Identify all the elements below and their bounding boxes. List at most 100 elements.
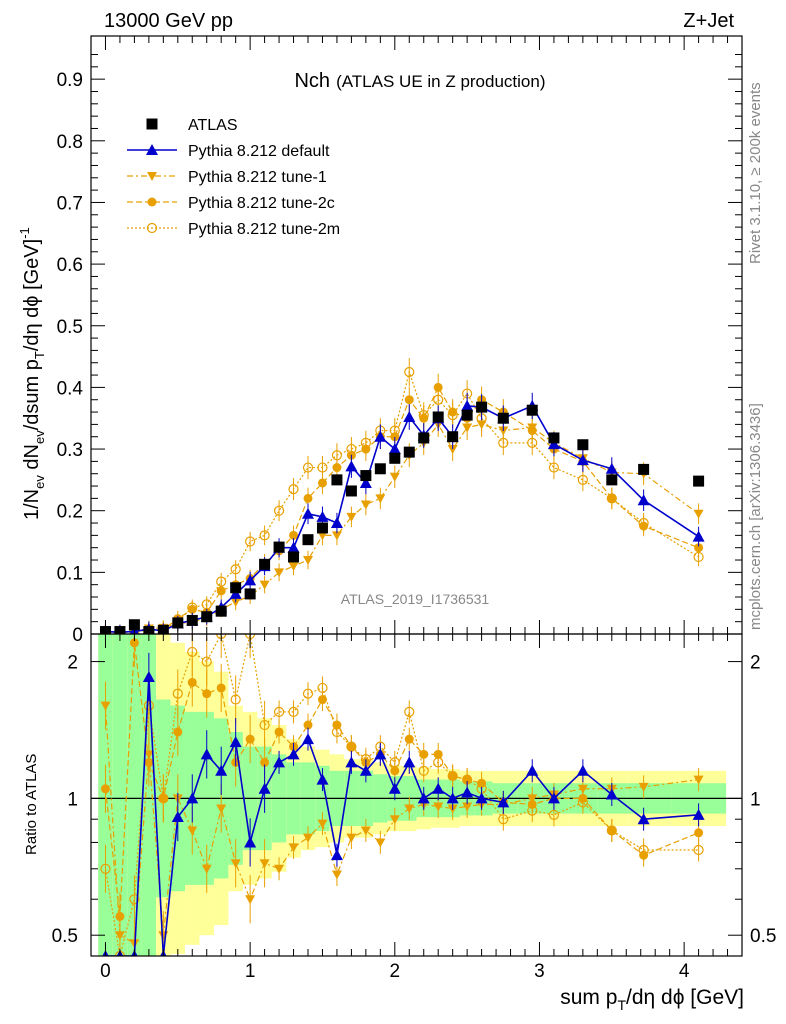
legend-marker-tune2c [147, 197, 157, 207]
ratio-point-tune2c [216, 683, 226, 693]
main-point-data [302, 534, 314, 546]
main-y-tick-label: 0.6 [57, 255, 83, 276]
ratio-point-tune1 [143, 750, 154, 760]
main-point-data [259, 558, 271, 570]
main-point-tune1 [317, 531, 328, 541]
main-y-axis-label: 1/Nev dNev/dsum pT/dη dϕ [GeV]-1 [17, 227, 47, 520]
main-point-data [447, 431, 459, 443]
main-point-tune1 [476, 420, 487, 430]
main-point-data [606, 474, 618, 486]
main-point-data [526, 404, 538, 416]
ratio-point-tune2m [187, 646, 198, 658]
main-point-data [288, 551, 300, 563]
ratio-point-tune2c [245, 734, 255, 744]
axes: 0 1 2 3 4 0 0.1 0.2 0.3 0.4 0.5 0.6 0.7 0.8 0.9 0.5 0.5 1… [52, 35, 776, 982]
ratio-point-tune2c [639, 850, 649, 860]
ratio-point-tune2c [173, 727, 183, 737]
ratio-point-tune1 [274, 864, 285, 874]
ratio-point-tune1 [259, 859, 270, 869]
main-point-default [359, 476, 372, 488]
ratio-point-tune1 [577, 784, 588, 794]
main-point-data [693, 475, 705, 487]
ratio-point-tune1 [114, 931, 125, 941]
ratio-point-default [526, 764, 539, 776]
main-y-tick-label: 0 [72, 625, 83, 646]
ratio-band-inner [141, 634, 157, 956]
ratio-point-tune2c [202, 689, 212, 699]
ratio-point-default [417, 792, 430, 804]
ratio-point-tune2c [260, 757, 270, 767]
ratio-point-tune2c [419, 749, 429, 759]
legend-marker-data [146, 118, 158, 130]
ratio-point-default [273, 756, 286, 768]
ratio-point-tune1 [303, 833, 313, 843]
ratio-point-default [547, 792, 560, 804]
ratio-point-default [171, 811, 184, 823]
main-y-tick-label: 0.5 [57, 317, 83, 338]
ratio-point-tune2m [172, 688, 183, 699]
ratio-line-default [105, 676, 699, 956]
main-point-data [389, 452, 401, 464]
ratio-point-tune1 [433, 802, 444, 812]
ratio-point-default [287, 748, 300, 760]
ratio-point-tune1 [288, 843, 299, 853]
chart-title: Nch (ATLAS UE in Z production) [294, 70, 545, 92]
main-panel [99, 358, 705, 634]
ratio-panel [91, 634, 742, 956]
main-point-data [316, 522, 328, 534]
main-point-tune2m [245, 536, 256, 547]
main-point-tune1 [498, 426, 509, 436]
ratio-point-default [186, 792, 199, 804]
main-point-data [548, 432, 560, 444]
main-point-tune2c [187, 604, 197, 614]
main-y-tick-label: 0.2 [57, 502, 83, 523]
ratio-point-tune2m [143, 700, 154, 711]
main-point-default [229, 587, 242, 599]
main-point-tune2m [230, 564, 241, 575]
ratio-y-tick-label-left: 1 [67, 789, 78, 810]
ratio-frame [90, 633, 743, 957]
ratio-point-tune1 [375, 838, 386, 848]
main-point-tune1 [375, 494, 386, 504]
main-point-default [461, 399, 474, 411]
main-point-default [345, 460, 358, 472]
legend-marker-tune1 [147, 172, 157, 181]
main-point-tune1 [693, 509, 704, 519]
main-point-tune2c [216, 586, 226, 596]
main-point-data [186, 614, 198, 626]
main-point-default [692, 530, 705, 542]
main-point-data [374, 463, 386, 475]
ratio-y-tick-label-left: 2 [67, 653, 78, 674]
legend-marker-tune2m [146, 222, 158, 234]
x-tick-label: 3 [534, 961, 545, 982]
legend-marker-default [146, 144, 158, 155]
ratio-point-tune1 [527, 794, 538, 804]
main-point-tune1 [303, 556, 313, 566]
main-point-data [476, 401, 488, 413]
ratio-point-tune1 [201, 864, 212, 874]
ratio-point-tune2m [418, 765, 429, 776]
main-point-tune1 [447, 445, 458, 455]
main-point-default [374, 430, 387, 442]
ratio-y-tick-label-right: 2 [750, 653, 761, 674]
ratio-point-tune1 [187, 826, 198, 836]
ratio-point-default [605, 788, 618, 800]
ratio-point-tune2c [100, 784, 110, 794]
x-tick-label: 0 [100, 961, 111, 982]
ratio-point-tune2m [288, 706, 299, 717]
main-point-default [403, 410, 416, 422]
ratio-point-tune2c [187, 677, 197, 687]
main-point-data [432, 411, 444, 423]
ratio-point-default [403, 756, 416, 768]
ratio-line-tune1 [104, 705, 699, 945]
ratio-point-tune2m [230, 694, 241, 705]
main-point-data [172, 617, 184, 629]
ratio-point-tune2c [274, 727, 284, 737]
ratio-line-tune2m [104, 634, 699, 956]
legend-label-tune2c: Pythia 8.212 tune-2c [188, 195, 335, 212]
ratio-point-tune1 [462, 802, 473, 812]
main-point-data [638, 463, 650, 475]
main-y-tick-label: 0.1 [57, 563, 83, 584]
main-point-data [418, 432, 430, 444]
